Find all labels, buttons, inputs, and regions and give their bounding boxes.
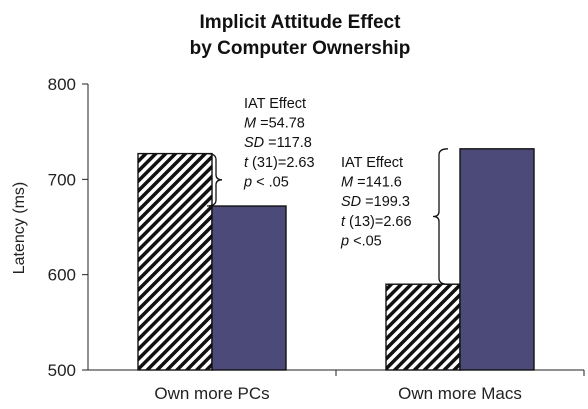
annotations: IAT Effect M =54.78 SD =117.8 t (31)=2.63 p … [206, 96, 449, 285]
annotation-0-line-0: IAT Effect [244, 96, 306, 112]
annotation-0-line-4: p < .05 [243, 174, 289, 190]
x-category-label-1: Own more Macs [398, 384, 522, 403]
y-tick-label-0: 500 [48, 361, 76, 380]
annotation-0-line-2: SD =117.8 [244, 135, 312, 151]
y-tick-label-1: 600 [48, 266, 76, 285]
x-categories: Own more PCs Own more Macs [154, 370, 585, 403]
y-tick-label-2: 700 [48, 170, 76, 189]
chart-title-line-2: by Computer Ownership [190, 38, 411, 59]
annotation-1-line-3: t (13)=2.66 [341, 214, 412, 230]
bars [137, 148, 535, 371]
annotation-1-line-4: p <.05 [340, 233, 382, 249]
bar-1-series-0 [385, 283, 461, 371]
x-category-label-0: Own more PCs [154, 384, 269, 403]
y-tick-label-3: 800 [48, 75, 76, 94]
y-ticks: 500 600 700 800 [48, 75, 88, 380]
bar-1-series-1 [459, 148, 535, 371]
bar-0-series-1 [211, 205, 287, 371]
annotation-1-line-2: SD =199.3 [341, 194, 410, 210]
annotation-0-line-3: t (31)=2.63 [244, 155, 315, 171]
bar-0-series-0 [137, 152, 213, 371]
annotation-0-brace [206, 152, 223, 207]
annotation-1-line-1: M =141.6 [341, 175, 402, 191]
annotation-1-line-0: IAT Effect [341, 155, 403, 171]
chart-title-line-1: Implicit Attitude Effect [200, 12, 402, 33]
annotation-1-brace [432, 148, 449, 285]
y-axis-label: Latency (ms) [11, 182, 28, 274]
annotation-0-line-1: M =54.78 [244, 116, 305, 132]
